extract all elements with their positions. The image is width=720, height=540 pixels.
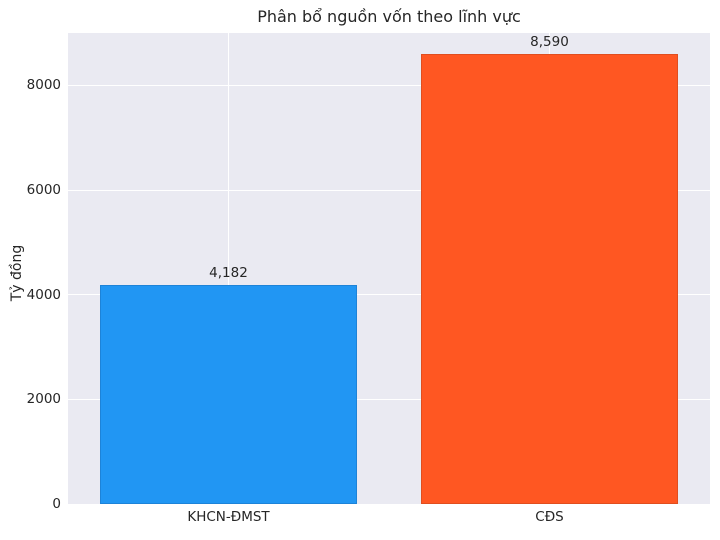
chart-title: Phân bổ nguồn vốn theo lĩnh vực <box>257 7 521 26</box>
x-tick-label: CĐS <box>535 509 564 525</box>
bar-value-label: 8,590 <box>530 34 569 51</box>
gridline-vertical <box>228 33 229 504</box>
gridline-horizontal <box>68 189 710 191</box>
x-tick-label: KHCN-ĐMST <box>187 509 270 525</box>
gridline-horizontal <box>68 503 710 505</box>
y-tick-label: 4000 <box>26 286 61 303</box>
gridline-horizontal <box>68 84 710 86</box>
y-tick-label: 6000 <box>26 182 61 198</box>
bar <box>421 54 678 504</box>
gridline-horizontal <box>68 398 710 400</box>
y-tick-label: 2000 <box>26 391 61 408</box>
bar <box>100 285 357 504</box>
bar-value-label: 4,182 <box>209 265 248 282</box>
y-tick-label: 0 <box>52 496 61 512</box>
y-axis-label: Tỷ đồng <box>9 244 25 302</box>
y-tick-label: 8000 <box>26 77 61 94</box>
gridline-horizontal <box>68 294 710 296</box>
plot-area: 4,182 8,590 <box>68 33 710 505</box>
